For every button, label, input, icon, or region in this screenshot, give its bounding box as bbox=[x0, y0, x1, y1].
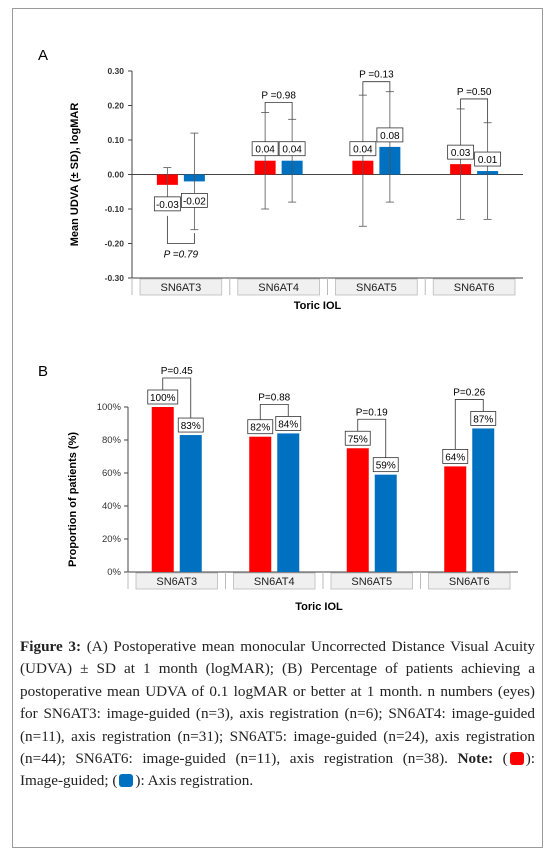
bar-b bbox=[374, 474, 397, 572]
caption-note-label: Note: bbox=[457, 750, 494, 768]
data-label-box-a bbox=[376, 127, 404, 143]
data-label-b: 84% bbox=[278, 419, 298, 430]
y-tick-label-a: 0.00 bbox=[107, 170, 124, 180]
data-label-box-a bbox=[251, 141, 279, 157]
y-tick-label-b: 80% bbox=[102, 435, 122, 446]
y-tick-label-a: 0.20 bbox=[107, 101, 124, 111]
data-label-box-a bbox=[447, 144, 475, 160]
y-axis-title-b: Proportion of patients (%) bbox=[67, 432, 79, 567]
x-tick-label-a: SN6AT3 bbox=[160, 282, 201, 294]
y-tick-label-b: 40% bbox=[102, 501, 122, 512]
bar-b bbox=[277, 433, 300, 572]
data-label-a: -0.03 bbox=[156, 200, 179, 211]
data-label-a: 0.04 bbox=[282, 145, 302, 156]
caption-text: (A) Postoperative mean monocular Uncorre… bbox=[20, 638, 535, 768]
x-axis-title-b: Toric IOL bbox=[295, 601, 343, 613]
data-label-box-a bbox=[474, 151, 502, 167]
bar-b bbox=[472, 428, 495, 572]
p-value-b: P=0.88 bbox=[258, 392, 290, 403]
caption-legend-axis: ): Axis registration. bbox=[135, 772, 254, 790]
data-label-b: 82% bbox=[250, 423, 270, 434]
p-value-a: P =0.13 bbox=[359, 70, 394, 81]
category-box-a bbox=[139, 278, 223, 296]
category-box-b bbox=[428, 572, 511, 590]
p-bracket-b bbox=[454, 399, 484, 450]
data-label-box-a bbox=[153, 196, 181, 212]
p-value-a: P =0.50 bbox=[457, 87, 492, 98]
legend-swatch-axis-registration bbox=[119, 774, 134, 788]
p-bracket-a bbox=[460, 98, 489, 123]
figure-frame bbox=[12, 8, 543, 848]
legend-swatch-image-guided bbox=[509, 752, 524, 766]
data-label-b: 87% bbox=[473, 414, 493, 425]
bar-b bbox=[179, 435, 202, 572]
data-label-a: 0.08 bbox=[380, 131, 400, 142]
data-label-a: -0.02 bbox=[183, 196, 206, 207]
y-tick-label-a: 0.10 bbox=[107, 135, 124, 145]
bar-b bbox=[444, 466, 467, 572]
x-tick-label-b: SN6AT3 bbox=[156, 576, 197, 588]
category-box-a bbox=[335, 278, 418, 296]
caption-paren: ( bbox=[493, 750, 508, 768]
bar-b bbox=[151, 407, 174, 572]
p-bracket-a bbox=[264, 102, 293, 120]
p-bracket-b bbox=[357, 418, 387, 458]
y-tick-label-a: -0.20 bbox=[105, 239, 125, 249]
y-tick-label-a: -0.10 bbox=[105, 204, 125, 214]
data-label-b: 100% bbox=[150, 393, 176, 404]
p-value-b: P=0.45 bbox=[161, 366, 193, 377]
p-bracket-b bbox=[259, 403, 289, 420]
x-tick-label-b: SN6AT4 bbox=[254, 576, 295, 588]
data-label-b: 59% bbox=[376, 461, 396, 472]
p-bracket-a bbox=[362, 81, 391, 96]
data-label-a: 0.03 bbox=[451, 148, 471, 159]
category-box-b bbox=[135, 572, 218, 590]
y-tick-label-b: 60% bbox=[102, 468, 122, 479]
category-box-a bbox=[237, 278, 320, 296]
x-tick-label-a: SN6AT5 bbox=[356, 282, 397, 294]
bar-b bbox=[346, 448, 369, 572]
p-value-a: P =0.79 bbox=[164, 250, 199, 261]
category-box-b bbox=[330, 572, 413, 590]
data-label-a: 0.04 bbox=[353, 145, 373, 156]
p-bracket-b bbox=[162, 377, 192, 419]
p-bracket-a bbox=[166, 215, 195, 244]
p-value-b: P=0.26 bbox=[453, 387, 485, 398]
category-box-a bbox=[432, 278, 516, 296]
y-tick-label-a: 0.30 bbox=[107, 66, 124, 76]
caption-figure-label: Figure 3: bbox=[20, 638, 82, 655]
p-value-b: P=0.19 bbox=[356, 407, 388, 418]
category-box-b bbox=[233, 572, 316, 590]
figure-caption: Figure 3: (A) Postoperative mean monocul… bbox=[20, 636, 535, 793]
data-label-box-a bbox=[180, 192, 208, 208]
x-tick-label-b: SN6AT5 bbox=[351, 576, 392, 588]
x-axis-title-a: Toric IOL bbox=[294, 300, 342, 312]
data-label-b: 75% bbox=[348, 434, 368, 445]
x-tick-label-b: SN6AT6 bbox=[449, 576, 490, 588]
y-axis-title-a: Mean UDVA (± SD), logMAR bbox=[69, 103, 81, 247]
bar-b bbox=[249, 436, 272, 572]
data-label-b: 83% bbox=[181, 421, 201, 432]
y-tick-label-b: 20% bbox=[102, 534, 122, 545]
panel-label-b: B bbox=[38, 363, 48, 380]
data-label-box-a bbox=[349, 141, 377, 157]
y-tick-label-a: -0.30 bbox=[105, 273, 125, 283]
caption-legend-image-guided: ): Image-guided; ( bbox=[20, 750, 535, 790]
data-label-a: 0.01 bbox=[478, 155, 498, 166]
y-tick-label-b: 0% bbox=[107, 567, 121, 578]
x-tick-label-a: SN6AT6 bbox=[454, 282, 495, 294]
data-label-box-a bbox=[278, 141, 306, 157]
data-label-b: 64% bbox=[445, 452, 465, 463]
panel-label-a: A bbox=[38, 47, 48, 64]
data-label-a: 0.04 bbox=[255, 145, 275, 156]
x-tick-label-a: SN6AT4 bbox=[258, 282, 299, 294]
p-value-a: P =0.98 bbox=[261, 90, 296, 101]
y-tick-label-b: 100% bbox=[97, 402, 122, 413]
